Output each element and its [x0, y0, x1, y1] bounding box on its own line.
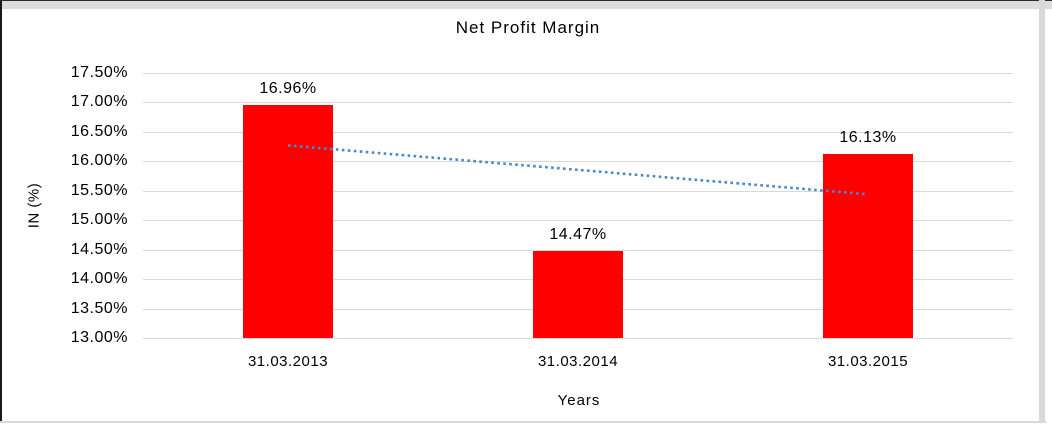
gridline: [143, 102, 1013, 104]
frame-right-border: [1039, 0, 1045, 423]
bar-31.03.2015[interactable]: [823, 153, 913, 338]
gridline: [143, 161, 1013, 163]
bar-data-label: 16.96%: [259, 79, 317, 97]
y-tick-label: 15.00%: [70, 211, 128, 229]
gridline: [143, 131, 1013, 133]
bar-31.03.2013[interactable]: [243, 104, 333, 338]
y-tick-label: 13.00%: [70, 329, 128, 346]
frame-left-border: [0, 0, 2, 423]
gridline: [143, 249, 1013, 251]
x-tick-label: 31.03.2015: [827, 353, 909, 370]
x-axis-title: Years: [557, 392, 601, 409]
trendline[interactable]: [287, 144, 869, 196]
y-tick-label: 17.00%: [70, 93, 128, 111]
x-tick-label: 31.03.2014: [537, 353, 619, 370]
y-tick-label: 15.50%: [70, 181, 128, 199]
gridline: [143, 338, 1013, 339]
bar-data-label: 14.47%: [549, 226, 607, 244]
trendline-canvas: [287, 144, 869, 196]
y-tick-label: 16.50%: [70, 122, 128, 140]
gridline: [143, 220, 1013, 222]
chart-title: Net Profit Margin: [455, 18, 601, 37]
plot-area: 16.96% 14.47% 16.13%: [143, 73, 1013, 339]
y-tick-label: 17.50%: [70, 64, 128, 81]
frame-bottom-border: [0, 421, 1046, 423]
gridline: [143, 73, 1013, 74]
y-tick-label: 16.00%: [70, 152, 128, 170]
y-tick-label: 14.00%: [70, 270, 128, 288]
x-tick-label: 31.03.2013: [247, 353, 329, 370]
y-tick-label: 13.50%: [70, 299, 128, 317]
y-tick-label: 14.50%: [70, 240, 128, 258]
frame-top-border: [0, 0, 1052, 9]
gridline: [143, 190, 1013, 192]
bar-data-label: 16.13%: [839, 128, 897, 146]
bar-31.03.2014[interactable]: [533, 251, 623, 338]
